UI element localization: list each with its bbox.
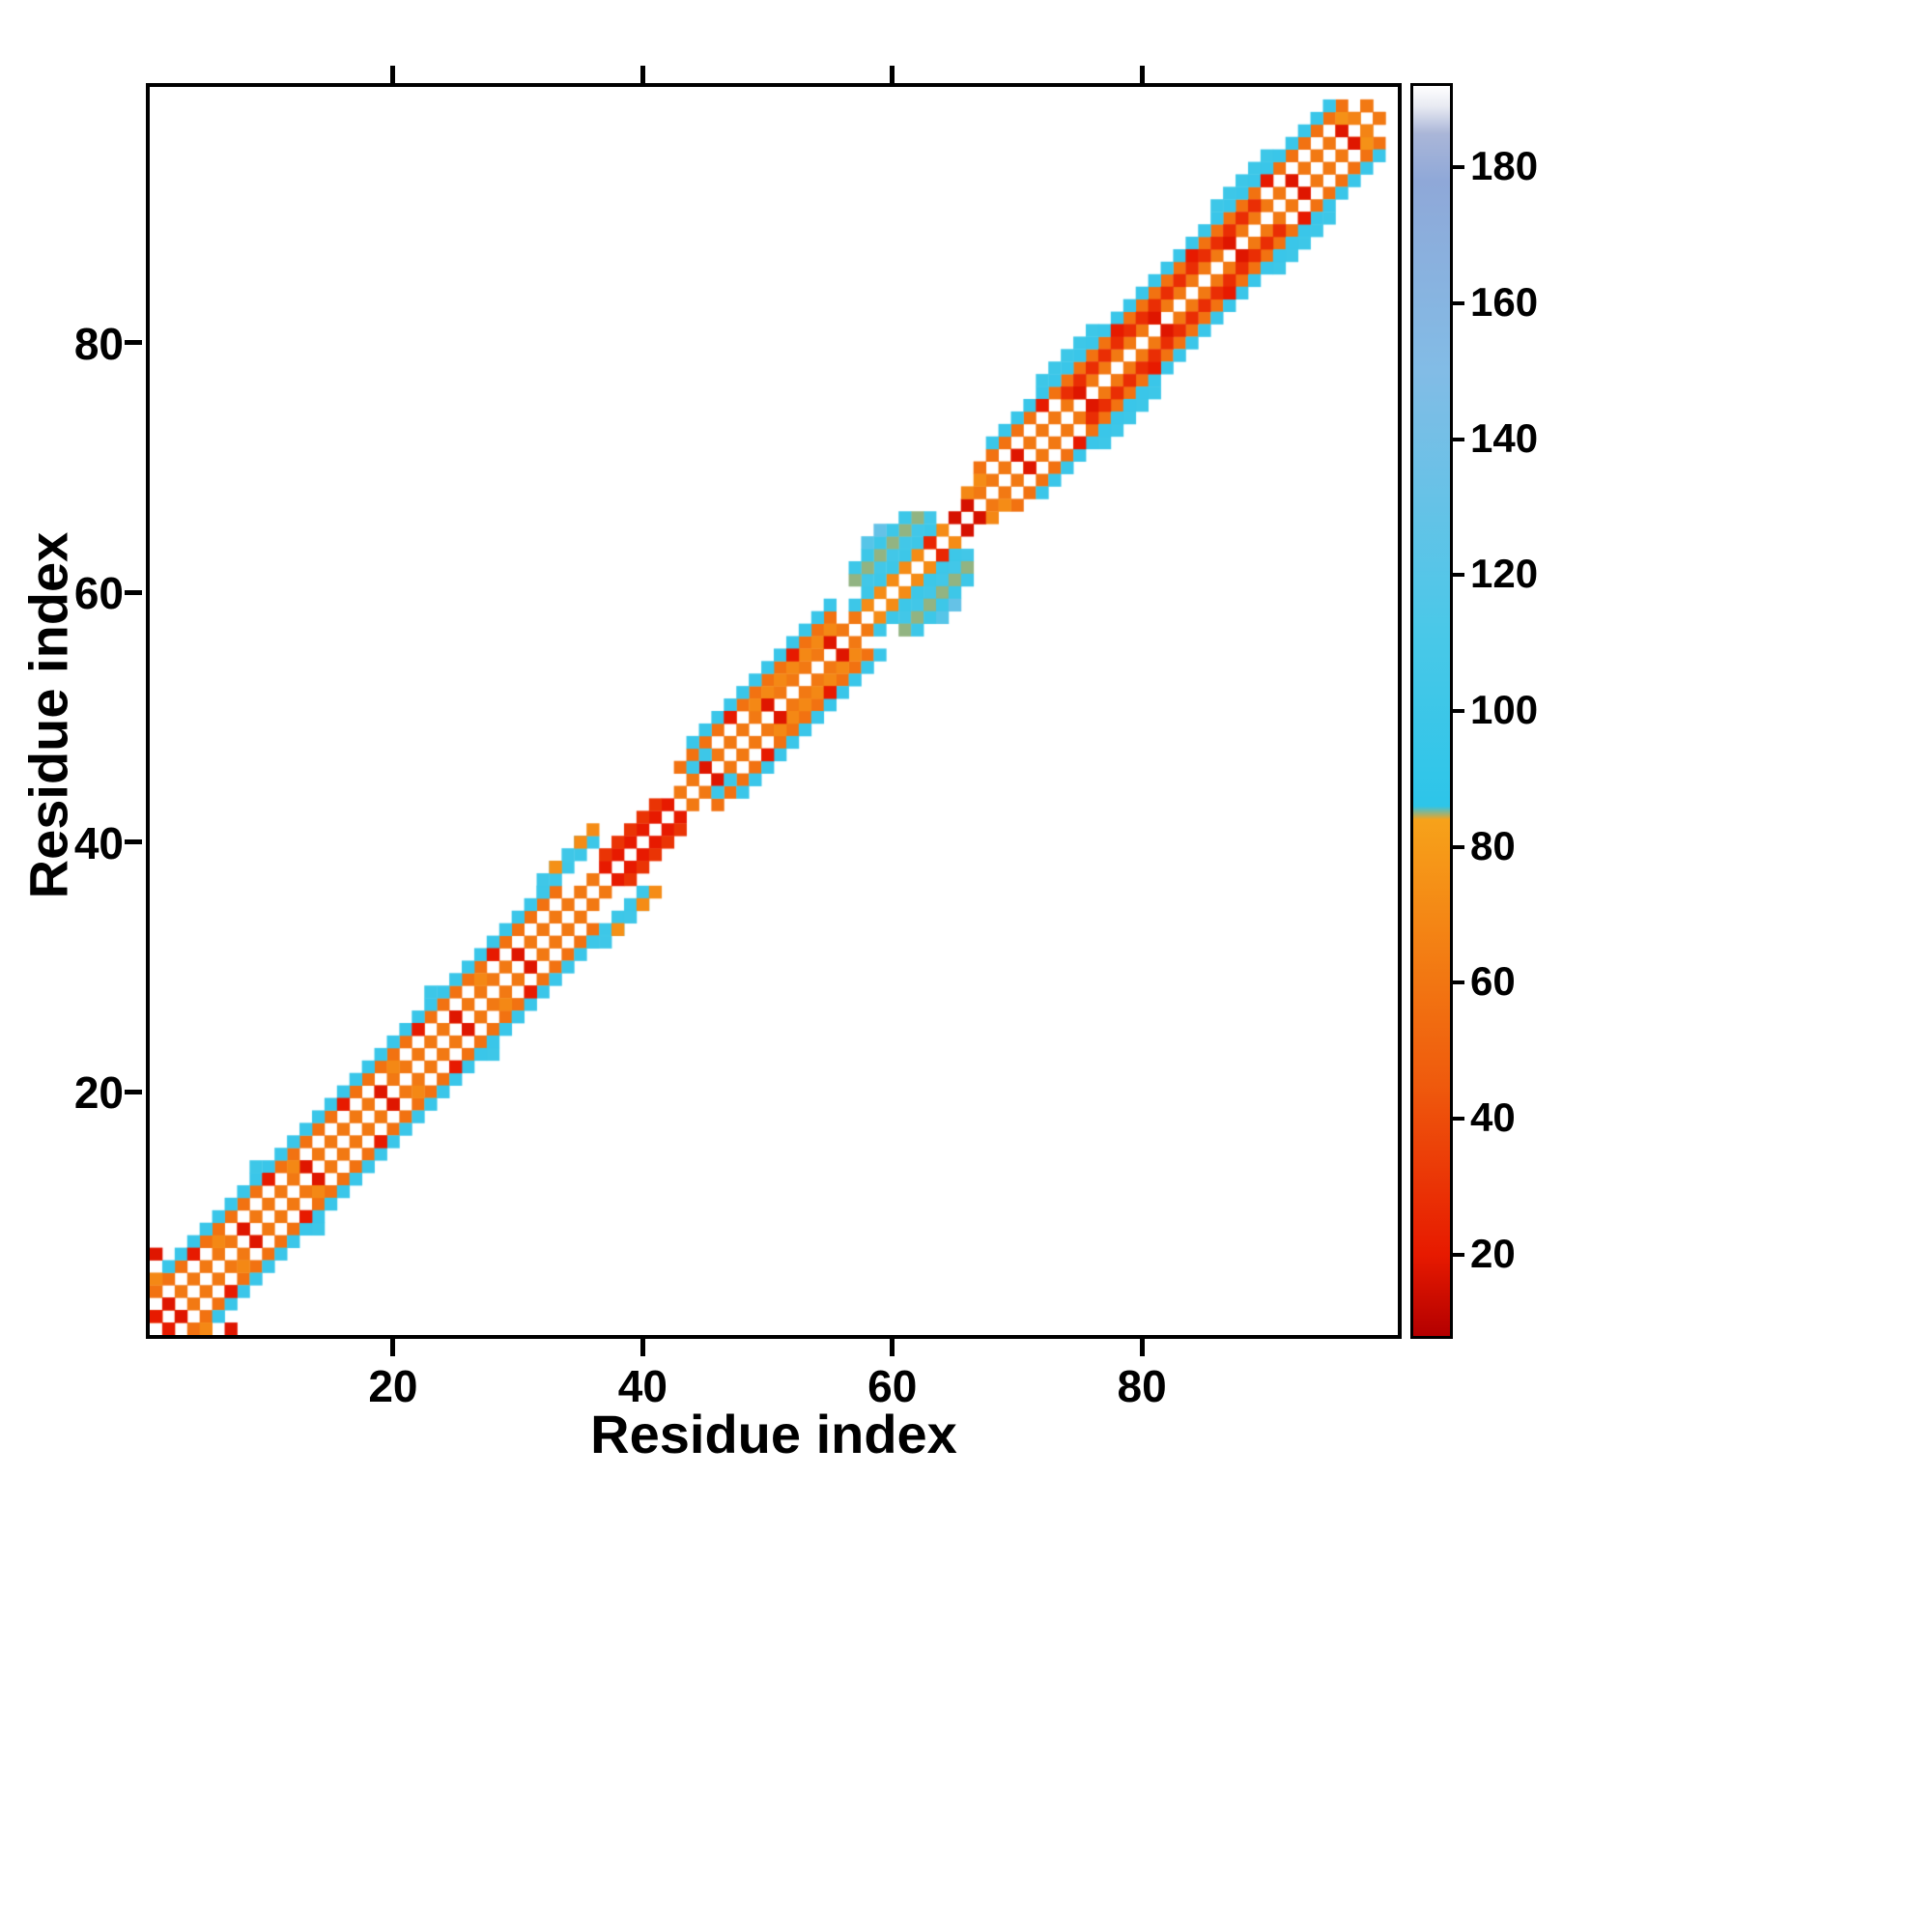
x-top-tick-mark [390,66,396,83]
contact-map-canvas [150,87,1398,1335]
colorbar-tick-mark [1453,301,1464,306]
colorbar [1410,83,1453,1339]
x-tick-mark [639,1339,645,1356]
y-tick-mark [125,1089,142,1094]
plot-area [146,83,1402,1339]
colorbar-tick-mark [1453,437,1464,441]
colorbar-tick-label: 60 [1470,958,1516,1005]
y-tick-label: 40 [73,817,124,868]
colorbar-tick-mark [1453,980,1464,985]
x-top-tick-mark [639,66,645,83]
colorbar-tick-label: 80 [1470,822,1516,868]
colorbar-tick-mark [1453,1116,1464,1121]
x-tick-label: 20 [368,1361,418,1411]
x-top-tick-mark [890,66,895,83]
x-tick-mark [890,1339,895,1356]
colorbar-tick-label: 100 [1470,687,1539,732]
y-tick-label: 80 [73,318,124,369]
y-tick-mark [125,589,142,595]
colorbar-tick-mark [1453,1252,1464,1257]
x-tick-mark [1139,1339,1145,1356]
y-tick-label: 60 [73,568,124,619]
x-tick-label: 80 [1117,1361,1167,1411]
x-tick-label: 40 [617,1361,668,1411]
x-top-tick-mark [1139,66,1145,83]
colorbar-gradient [1413,86,1450,1336]
x-tick-label: 60 [867,1361,918,1411]
colorbar-tick-mark [1453,709,1464,713]
colorbar-tick-label: 180 [1470,143,1539,189]
colorbar-tick-label: 160 [1470,279,1539,326]
y-tick-mark [125,340,142,346]
colorbar-tick-label: 120 [1470,551,1539,597]
colorbar-tick-label: 140 [1470,414,1539,461]
colorbar-tick-label: 20 [1470,1230,1516,1276]
y-tick-mark [125,839,142,845]
colorbar-tick-mark [1453,844,1464,849]
y-axis-label: Residue index [17,531,79,899]
x-tick-mark [390,1339,396,1356]
y-tick-label: 20 [73,1067,124,1119]
x-axis-label: Residue index [590,1404,957,1464]
colorbar-tick-mark [1453,573,1464,578]
colorbar-tick-label: 40 [1470,1094,1516,1140]
colorbar-tick-mark [1453,165,1464,170]
